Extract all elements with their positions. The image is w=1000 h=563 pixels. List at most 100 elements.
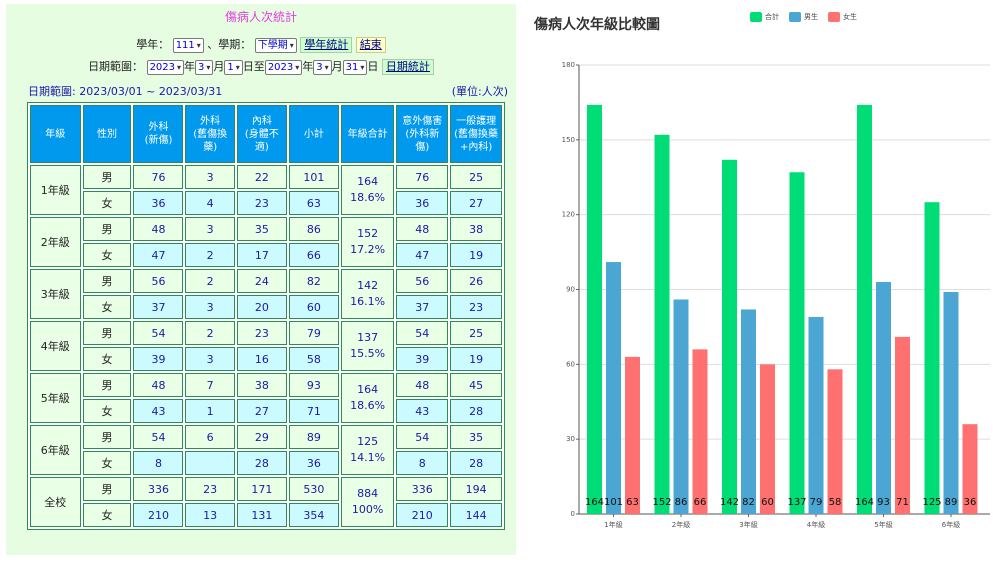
grade-total-cell: 164 18.6% — [340, 165, 395, 215]
bar-value-label: 86 — [675, 497, 688, 508]
grade-percent: 18.6% — [350, 399, 386, 412]
grade-total: 164 — [357, 383, 379, 396]
chevron-down-icon: ▾ — [235, 62, 240, 72]
from-month-select[interactable]: 3 ▾ — [195, 59, 214, 75]
to-year-select[interactable]: 2023 ▾ — [264, 59, 303, 75]
legend-label: 合計 — [765, 13, 779, 21]
legend-item[interactable]: 男生 — [789, 12, 818, 22]
table-row: 全校男 336 23 171 530 884 100% 336 194 — [30, 477, 502, 527]
chevron-down-icon: ▾ — [196, 40, 201, 50]
table-row: 1年級男 76 3 22 101 164 18.6% 76 25 — [30, 165, 502, 215]
value-cell: 23 — [185, 477, 235, 501]
term-controls: 學年： 111 ▾ 、學期： 下學期 ▾ 學年統計 結束 — [6, 36, 516, 53]
bar — [741, 309, 756, 514]
grade-cell: 全校 — [30, 477, 81, 527]
value-cell: 101 — [288, 165, 339, 189]
value-cell: 71 — [288, 399, 339, 423]
value-cell: 210 — [396, 503, 449, 527]
grade-percent: 18.6% — [350, 191, 386, 204]
unit-month: 月 — [331, 60, 343, 73]
grade-total-cell: 137 15.5% — [340, 321, 395, 371]
grade-cell: 6年級 — [30, 425, 81, 475]
grade-total: 125 — [357, 435, 379, 448]
bar-value-label: 137 — [787, 497, 806, 508]
grade-total-cell: 884 100% — [340, 477, 395, 527]
x-tick-label: 3年級 — [739, 520, 757, 529]
value-cell: 13 — [185, 503, 235, 527]
year-stats-button[interactable]: 學年統計 — [300, 37, 353, 53]
term-select[interactable]: 下學期 ▾ — [254, 37, 297, 53]
value-cell: 27 — [450, 191, 502, 215]
gender-cell: 男 — [82, 373, 132, 397]
grade-percent: 14.1% — [350, 451, 386, 464]
value-cell: 82 — [288, 269, 339, 293]
grade-total: 142 — [357, 279, 379, 292]
grade-percent: 17.2% — [350, 243, 386, 256]
legend-swatch — [789, 12, 801, 22]
value-cell: 36 — [133, 191, 184, 215]
column-header: 性別 — [82, 105, 132, 163]
bar — [625, 356, 640, 514]
value-cell: 48 — [133, 217, 184, 241]
value-cell: 93 — [288, 373, 339, 397]
value-cell: 45 — [450, 373, 502, 397]
grade-cell: 2年級 — [30, 217, 81, 267]
grade-percent: 16.1% — [350, 295, 386, 308]
table-row: 6年級男 54 6 29 89 125 14.1% 54 35 — [30, 425, 502, 475]
year-select[interactable]: 111 ▾ — [172, 37, 204, 53]
unit-year: 年 — [302, 60, 314, 73]
value-cell: 36 — [396, 191, 449, 215]
value-cell: 86 — [288, 217, 339, 241]
grade-total: 164 — [357, 175, 379, 188]
value-cell: 131 — [236, 503, 287, 527]
value-cell: 28 — [450, 399, 502, 423]
value-cell: 43 — [133, 399, 184, 423]
value-cell — [185, 451, 235, 475]
value-cell: 37 — [133, 295, 184, 319]
value-cell: 76 — [396, 165, 449, 189]
value-cell: 3 — [185, 347, 235, 371]
x-tick-label: 6年級 — [942, 520, 960, 529]
value-cell: 54 — [396, 321, 449, 345]
table-row: 女 36 4 23 63 36 27 — [30, 191, 502, 215]
value-cell: 23 — [236, 321, 287, 345]
value-cell: 54 — [133, 425, 184, 449]
y-tick-label: 0 — [571, 510, 575, 518]
table-row: 女 37 3 20 60 37 23 — [30, 295, 502, 319]
y-tick-label: 90 — [566, 286, 575, 294]
bar-value-label: 58 — [829, 497, 842, 508]
value-cell: 19 — [450, 347, 502, 371]
close-button[interactable]: 結束 — [355, 37, 386, 53]
grade-total-cell: 142 16.1% — [340, 269, 395, 319]
from-year-select[interactable]: 2023 ▾ — [146, 59, 185, 75]
grade-cell: 1年級 — [30, 165, 81, 215]
value-cell: 60 — [288, 295, 339, 319]
legend-item[interactable]: 合計 — [750, 12, 779, 22]
bar — [722, 159, 737, 515]
bar-value-label: 36 — [964, 497, 977, 508]
table-row: 2年級男 48 3 35 86 152 17.2% 48 38 — [30, 217, 502, 267]
value-cell: 26 — [450, 269, 502, 293]
value-cell: 56 — [133, 269, 184, 293]
value-cell: 2 — [185, 321, 235, 345]
value-cell: 23 — [450, 295, 502, 319]
value-cell: 38 — [450, 217, 502, 241]
value-cell: 66 — [288, 243, 339, 267]
date-stats-button[interactable]: 日期統計 — [381, 59, 434, 75]
to-month-select[interactable]: 3 ▾ — [313, 59, 332, 75]
year-label: 學年： — [136, 38, 170, 51]
bar — [808, 316, 824, 514]
to-day-select[interactable]: 31 ▾ — [342, 59, 368, 75]
legend-item[interactable]: 女生 — [828, 12, 857, 22]
value-cell: 3 — [185, 217, 235, 241]
chevron-down-icon: ▾ — [360, 62, 365, 72]
column-header: 年級 — [30, 105, 81, 163]
chart-panel: 傷病人次年級比較圖 合計 男生 女生 0 30 60 90 120 150 180 164 101 6… — [528, 0, 1000, 563]
from-day-select[interactable]: 1 ▾ — [224, 59, 243, 75]
bar-value-label: 101 — [604, 497, 623, 508]
bar — [654, 134, 670, 514]
column-header: 外科 (新傷) — [133, 105, 184, 163]
value-cell: 354 — [288, 503, 339, 527]
gender-cell: 女 — [82, 503, 132, 527]
chevron-down-icon: ▾ — [289, 40, 294, 50]
